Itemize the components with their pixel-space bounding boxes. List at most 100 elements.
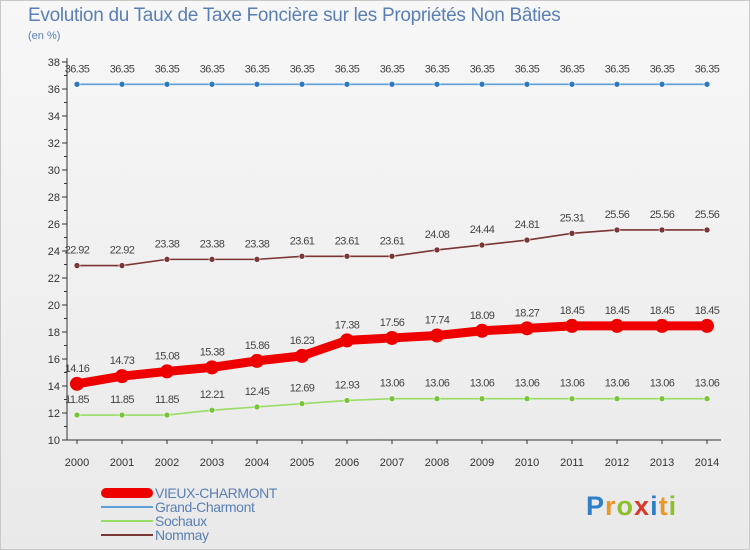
- data-point-nommay: [523, 236, 531, 244]
- data-point-vieux-charmont: [295, 348, 309, 363]
- data-label-nommay: 24.44: [470, 224, 495, 236]
- data-point-nommay: [658, 226, 666, 234]
- y-tick-label: 26: [48, 219, 60, 231]
- y-tick-label: 30: [48, 165, 60, 177]
- data-label-sochaux: 11.85: [110, 394, 134, 406]
- logo-letter: P: [586, 491, 606, 521]
- data-label-grand-charmont: 36.35: [290, 63, 315, 75]
- data-point-grand-charmont: [658, 80, 666, 88]
- legend-swatch: [101, 488, 153, 498]
- data-point-sochaux: [343, 397, 351, 404]
- data-label-vieux-charmont: 17.56: [380, 317, 405, 329]
- data-point-vieux-charmont: [70, 376, 84, 391]
- data-label-vieux-charmont: 18.45: [560, 305, 585, 317]
- data-label-grand-charmont: 36.35: [335, 63, 360, 75]
- data-point-grand-charmont: [478, 80, 486, 88]
- legend: VIEUX-CHARMONT Grand-Charmont Sochaux Nomma…: [101, 486, 277, 542]
- data-label-nommay: 23.61: [290, 235, 315, 247]
- data-point-nommay: [253, 256, 261, 263]
- data-point-grand-charmont: [73, 80, 81, 88]
- y-tick-label: 14: [48, 381, 60, 393]
- data-label-grand-charmont: 36.35: [380, 63, 405, 75]
- data-label-nommay: 22.92: [110, 245, 135, 257]
- data-point-vieux-charmont: [205, 360, 219, 375]
- data-label-grand-charmont: 36.35: [470, 63, 495, 75]
- logo-letter: i: [650, 491, 659, 521]
- data-point-sochaux: [298, 400, 306, 407]
- data-label-sochaux: 13.06: [380, 378, 405, 390]
- data-point-sochaux: [118, 411, 126, 419]
- data-point-sochaux: [568, 395, 576, 402]
- data-label-grand-charmont: 36.35: [650, 63, 675, 75]
- proxiti-logo: Proxiti: [586, 491, 677, 522]
- data-point-grand-charmont: [118, 80, 126, 88]
- data-point-vieux-charmont: [700, 318, 714, 333]
- y-tick-label: 22: [48, 273, 60, 285]
- legend-item: Nommay: [101, 528, 277, 542]
- data-label-grand-charmont: 36.35: [425, 63, 450, 75]
- data-label-sochaux: 13.06: [560, 378, 585, 390]
- data-label-sochaux: 11.85: [65, 394, 89, 406]
- data-point-grand-charmont: [703, 80, 711, 88]
- x-tick-label: 2000: [65, 457, 89, 469]
- data-point-vieux-charmont: [655, 318, 669, 333]
- x-tick-label: 2006: [335, 457, 359, 469]
- axes: 10 12 14 16 18 20 22 24 26 28 30 32 34 36 38 2000 2001 20…: [48, 57, 721, 469]
- chart-title: Evolution du Taux de Taxe Foncière sur l…: [28, 5, 561, 26]
- data-labels: 14.16 14.73 15.08 15.38 15.86 16.23 17.38 17.56…: [65, 63, 721, 406]
- series-lines: [70, 80, 714, 419]
- data-label-nommay: 25.31: [560, 212, 585, 224]
- data-point-grand-charmont: [568, 80, 576, 88]
- legend-label: Nommay: [155, 527, 209, 543]
- data-label-sochaux: 13.06: [605, 378, 630, 390]
- data-point-vieux-charmont: [160, 364, 174, 379]
- data-point-vieux-charmont: [115, 369, 129, 384]
- logo-letter: r: [605, 491, 617, 521]
- data-label-vieux-charmont: 18.27: [515, 307, 540, 319]
- data-label-grand-charmont: 36.35: [605, 63, 630, 75]
- data-label-grand-charmont: 36.35: [155, 63, 180, 75]
- y-tick-label: 28: [48, 192, 60, 204]
- y-tick-label: 16: [48, 354, 60, 366]
- data-point-nommay: [208, 256, 216, 263]
- x-tick-label: 2014: [695, 457, 719, 469]
- data-label-grand-charmont: 36.35: [695, 63, 720, 75]
- data-label-sochaux: 11.85: [155, 394, 179, 406]
- data-point-grand-charmont: [343, 80, 351, 88]
- data-label-vieux-charmont: 15.08: [155, 350, 180, 362]
- data-label-nommay: 24.08: [425, 229, 450, 241]
- data-point-sochaux: [388, 395, 396, 402]
- x-tick-label: 2007: [380, 457, 404, 469]
- y-tick-label: 12: [48, 408, 60, 420]
- legend-item: Sochaux: [101, 514, 277, 528]
- data-label-vieux-charmont: 14.16: [65, 363, 90, 375]
- data-point-sochaux: [703, 395, 711, 402]
- chart-unit-label: (en %): [28, 30, 61, 42]
- data-point-sochaux: [478, 395, 486, 402]
- x-tick-label: 2010: [515, 457, 539, 469]
- legend-item: Grand-Charmont: [101, 500, 277, 514]
- data-label-sochaux: 12.21: [200, 389, 225, 401]
- legend-label: Sochaux: [155, 513, 207, 529]
- logo-letter: o: [616, 491, 635, 521]
- data-point-grand-charmont: [253, 80, 261, 88]
- data-label-nommay: 23.38: [245, 238, 270, 250]
- data-label-vieux-charmont: 18.09: [470, 310, 495, 322]
- data-point-vieux-charmont: [340, 333, 354, 348]
- x-tick-label: 2004: [245, 457, 269, 469]
- logo-letter: t: [658, 491, 669, 521]
- data-point-nommay: [118, 262, 126, 269]
- data-point-sochaux: [658, 395, 666, 402]
- y-tick-label: 38: [48, 57, 60, 69]
- data-point-nommay: [478, 241, 486, 249]
- data-point-sochaux: [613, 395, 621, 402]
- data-label-nommay: 23.61: [335, 235, 360, 247]
- data-point-grand-charmont: [613, 80, 621, 88]
- data-point-nommay: [568, 230, 576, 237]
- y-tick-label: 18: [48, 327, 60, 339]
- data-label-vieux-charmont: 18.45: [650, 305, 675, 317]
- data-point-sochaux: [433, 395, 441, 402]
- data-point-sochaux: [208, 406, 216, 414]
- y-tick-label: 36: [48, 84, 60, 96]
